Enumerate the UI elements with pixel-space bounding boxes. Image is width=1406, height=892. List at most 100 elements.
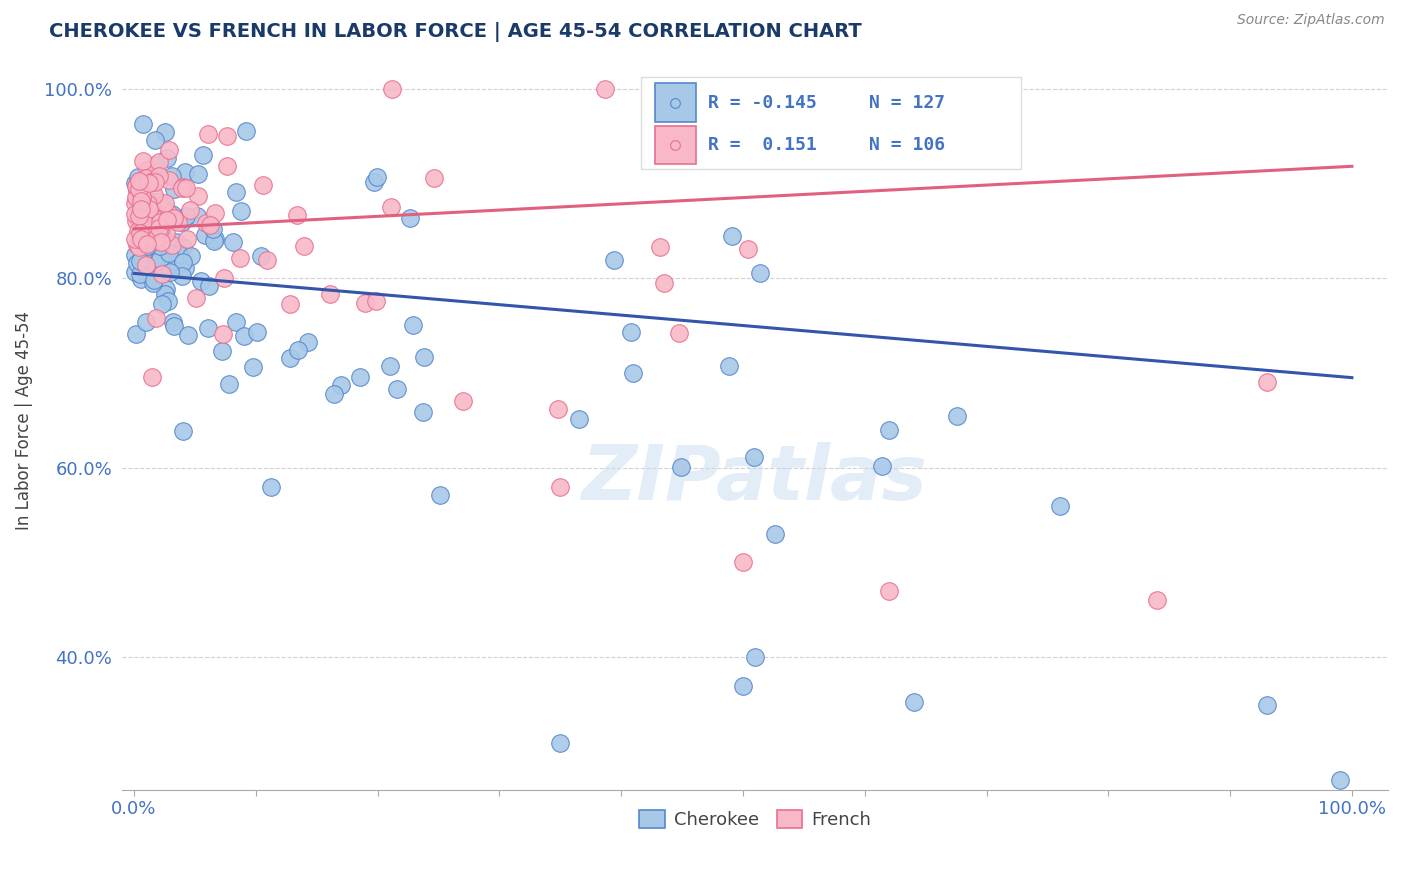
- Point: [177, 327, 200, 342]
- Point: [155, 286, 177, 301]
- Point: [131, 190, 153, 204]
- Point: [128, 182, 150, 196]
- Point: [297, 334, 319, 349]
- Point: [451, 394, 474, 409]
- Point: [198, 278, 221, 293]
- Point: [292, 239, 315, 253]
- Point: [132, 154, 155, 169]
- Point: [131, 249, 153, 263]
- Point: [132, 227, 155, 241]
- Point: [903, 695, 925, 709]
- Text: R = -0.145: R = -0.145: [709, 94, 817, 112]
- Point: [246, 326, 269, 340]
- Point: [149, 252, 172, 267]
- Point: [621, 366, 644, 380]
- Point: [180, 249, 202, 263]
- Point: [650, 240, 672, 254]
- Point: [170, 268, 193, 283]
- Point: [143, 133, 166, 147]
- Point: [157, 207, 180, 221]
- Point: [669, 460, 692, 475]
- Point: [197, 320, 219, 334]
- Point: [190, 274, 212, 288]
- Point: [128, 253, 150, 268]
- Text: N = 106: N = 106: [869, 136, 945, 154]
- Point: [211, 326, 233, 341]
- Point: [349, 369, 371, 384]
- Point: [132, 173, 155, 187]
- Point: [593, 81, 616, 95]
- Point: [765, 527, 787, 541]
- Point: [124, 207, 146, 221]
- Point: [233, 329, 256, 343]
- Point: [136, 239, 159, 253]
- Point: [278, 296, 301, 310]
- Point: [143, 188, 166, 202]
- Point: [135, 315, 157, 329]
- Point: [744, 450, 766, 465]
- Point: [172, 424, 194, 438]
- FancyBboxPatch shape: [641, 77, 1021, 169]
- Point: [152, 198, 174, 212]
- Point: [1256, 698, 1278, 712]
- Point: [129, 202, 152, 216]
- Legend: Cherokee, French: Cherokee, French: [633, 803, 879, 837]
- Point: [129, 190, 152, 204]
- Point: [167, 215, 190, 229]
- Point: [124, 265, 146, 279]
- Text: Source: ZipAtlas.com: Source: ZipAtlas.com: [1237, 13, 1385, 28]
- Text: CHEROKEE VS FRENCH IN LABOR FORCE | AGE 45-54 CORRELATION CHART: CHEROKEE VS FRENCH IN LABOR FORCE | AGE …: [49, 22, 862, 42]
- Point: [173, 260, 195, 275]
- Point: [136, 197, 159, 211]
- Text: N = 127: N = 127: [869, 94, 945, 112]
- Point: [150, 214, 173, 228]
- Point: [155, 262, 177, 277]
- Point: [212, 271, 235, 285]
- Point: [215, 159, 238, 173]
- Point: [131, 221, 153, 235]
- Point: [149, 222, 172, 236]
- Point: [378, 359, 401, 373]
- Point: [125, 178, 148, 193]
- Point: [135, 171, 157, 186]
- Point: [131, 117, 153, 131]
- Point: [149, 200, 172, 214]
- Point: [652, 277, 675, 291]
- FancyBboxPatch shape: [655, 126, 696, 164]
- Point: [721, 228, 744, 243]
- Point: [225, 185, 247, 199]
- Point: [128, 196, 150, 211]
- Point: [165, 259, 187, 273]
- Point: [204, 232, 226, 246]
- Point: [128, 174, 150, 188]
- Point: [127, 238, 149, 252]
- Point: [717, 359, 740, 373]
- Point: [129, 227, 152, 241]
- Point: [155, 151, 177, 165]
- Point: [142, 164, 165, 178]
- Point: [139, 198, 162, 212]
- Point: [172, 255, 194, 269]
- Point: [366, 169, 388, 184]
- Y-axis label: In Labor Force | Age 45-54: In Labor Force | Age 45-54: [15, 310, 32, 530]
- Point: [129, 178, 152, 193]
- Point: [252, 178, 274, 192]
- Point: [229, 203, 252, 218]
- Point: [127, 177, 149, 191]
- Point: [202, 221, 225, 235]
- Point: [173, 165, 195, 179]
- Point: [323, 387, 346, 401]
- Point: [222, 235, 245, 249]
- Point: [135, 163, 157, 178]
- Point: [186, 210, 208, 224]
- Point: [163, 182, 186, 196]
- Point: [215, 129, 238, 144]
- Point: [125, 214, 148, 228]
- Point: [1146, 593, 1168, 607]
- Point: [150, 297, 173, 311]
- Point: [195, 216, 218, 230]
- Point: [172, 180, 194, 194]
- Point: [260, 480, 283, 494]
- Point: [134, 227, 156, 241]
- Point: [156, 213, 179, 227]
